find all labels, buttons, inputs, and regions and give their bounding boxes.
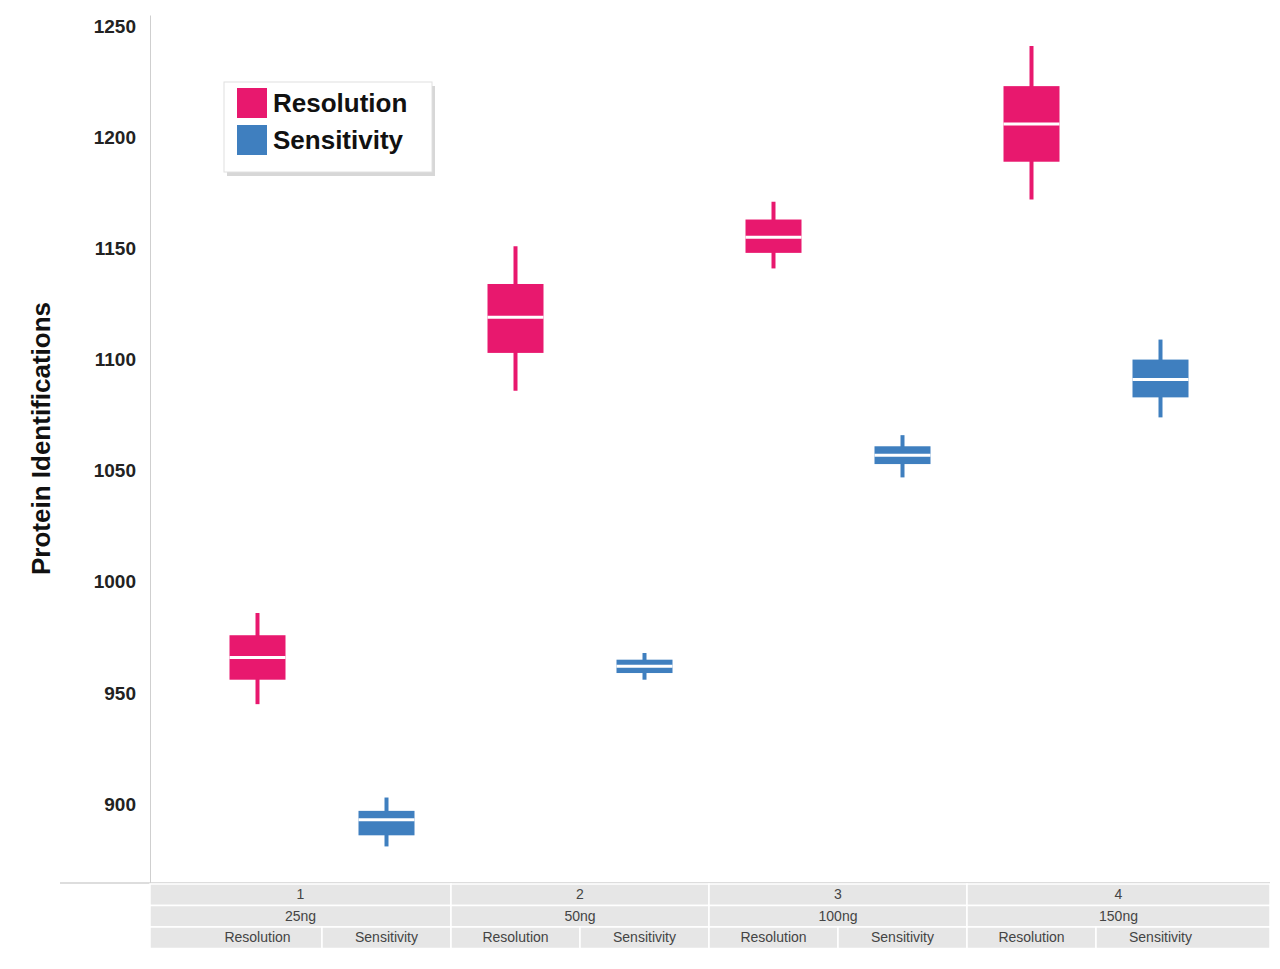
x-group-label: 3: [834, 886, 842, 902]
x-series-cell: [967, 927, 1096, 949]
x-subgroup-label: 25ng: [285, 908, 316, 924]
x-subgroup-label: 50ng: [564, 908, 595, 924]
median-line: [875, 454, 931, 457]
x-subgroup-label: 150ng: [1099, 908, 1138, 924]
median-line: [488, 316, 544, 319]
y-axis: 900 950 1000 1050 1100 1150 1200 1250: [94, 16, 151, 883]
legend-box: [224, 82, 432, 172]
x-axis-table: 1 25ng Resolution Sensitivity 2 50ng Resolutio…: [60, 883, 1270, 949]
x-group-label: 2: [576, 886, 584, 902]
y-tick: 900: [104, 794, 150, 815]
x-series-cell: [709, 927, 838, 949]
box: [359, 811, 415, 835]
y-tick: 950: [104, 683, 150, 704]
chart-container: 900 950 1000 1050 1100 1150 1200 1250 Protein Id…: [0, 0, 1280, 969]
x-subgroup-cell: [967, 906, 1270, 928]
legend-swatch: [237, 88, 267, 118]
box-series: [230, 46, 1060, 704]
x-group-cell: [709, 884, 967, 906]
x-series-cell: [322, 927, 451, 949]
y-tick-label: 1150: [95, 238, 136, 259]
x-series-cell: [580, 927, 709, 949]
y-tick-label: 1000: [94, 571, 136, 592]
y-tick: 1200: [94, 127, 150, 148]
y-tick: 1250: [94, 16, 150, 37]
median-line: [617, 665, 673, 668]
x-subgroup-cell: [451, 906, 709, 928]
box-series: [359, 340, 1189, 847]
x-series-cell: [150, 927, 322, 949]
x-subgroup-cell: [709, 906, 967, 928]
y-tick: 1100: [95, 349, 150, 370]
median-line: [1133, 378, 1189, 381]
x-series-label: Sensitivity: [871, 929, 934, 945]
x-series-cell: [1096, 927, 1270, 949]
box: [746, 220, 802, 253]
x-group-label: 1: [297, 886, 305, 902]
legend-swatch: [237, 125, 267, 155]
median-line: [1004, 122, 1060, 125]
median-line: [230, 656, 286, 659]
x-series-label: Resolution: [740, 929, 806, 945]
median-line: [746, 236, 802, 239]
y-axis-title: Protein Identifications: [26, 302, 56, 575]
y-tick-label: 1200: [94, 127, 136, 148]
box: [488, 284, 544, 353]
x-series-cell: [838, 927, 967, 949]
x-subgroup-cell: [150, 906, 451, 928]
x-series-cell: [451, 927, 580, 949]
box: [875, 446, 931, 464]
chart-svg: 900 950 1000 1050 1100 1150 1200 1250 Protein Id…: [0, 0, 1280, 969]
y-tick-label: 950: [104, 683, 136, 704]
y-tick: 1150: [95, 238, 150, 259]
x-series-label: Sensitivity: [1129, 929, 1192, 945]
background: [0, 0, 1280, 969]
x-series-label: Resolution: [998, 929, 1064, 945]
x-series-label: Sensitivity: [355, 929, 418, 945]
legend-label: Resolution: [273, 88, 407, 118]
median-line: [359, 818, 415, 821]
legend-label: Sensitivity: [273, 125, 404, 155]
y-tick-label: 1250: [94, 16, 136, 37]
x-series-label: Sensitivity: [613, 929, 676, 945]
box: [617, 660, 673, 673]
x-series-label: Resolution: [224, 929, 290, 945]
y-tick-label: 1100: [95, 349, 136, 370]
box: [1133, 360, 1189, 398]
x-group-cell: [967, 884, 1270, 906]
x-series-label: Resolution: [482, 929, 548, 945]
x-group-label: 4: [1115, 886, 1123, 902]
legend: Resolution Sensitivity: [224, 82, 435, 176]
x-group-cell: [150, 884, 451, 906]
x-subgroup-label: 100ng: [819, 908, 858, 924]
box: [230, 635, 286, 679]
y-tick: 1050: [94, 460, 150, 481]
y-tick-label: 900: [104, 794, 136, 815]
box: [1004, 86, 1060, 162]
y-axis-line: [150, 16, 151, 883]
y-tick-label: 1050: [94, 460, 136, 481]
x-group-cell: [451, 884, 709, 906]
y-tick: 1000: [94, 571, 150, 592]
